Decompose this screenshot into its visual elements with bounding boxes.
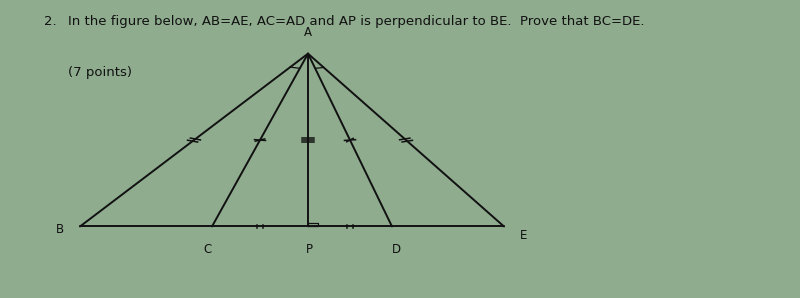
Text: A: A: [304, 26, 312, 39]
Text: B: B: [56, 223, 64, 236]
Text: (7 points): (7 points): [68, 66, 132, 79]
Text: P: P: [306, 243, 313, 256]
Text: C: C: [204, 243, 212, 256]
Text: In the figure below, AB=AE, AC=AD and AP is perpendicular to BE.  Prove that BC=: In the figure below, AB=AE, AC=AD and AP…: [68, 15, 645, 28]
Text: E: E: [520, 229, 528, 242]
Text: D: D: [391, 243, 401, 256]
Text: 2.: 2.: [44, 15, 57, 28]
